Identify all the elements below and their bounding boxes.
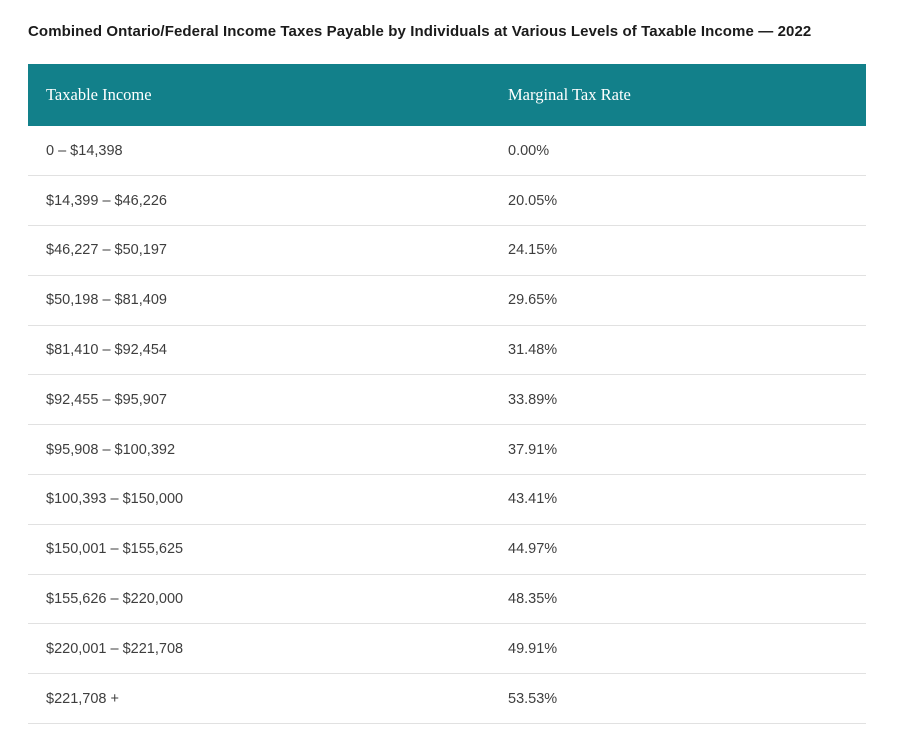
marginal-rate-cell: 37.91%: [490, 424, 866, 476]
page-title: Combined Ontario/Federal Income Taxes Pa…: [28, 23, 812, 40]
column-header-taxable-income: Taxable Income: [28, 64, 490, 126]
marginal-rate-cell: 33.89%: [490, 374, 866, 426]
income-range-cell: $221,708 +: [28, 673, 490, 725]
marginal-rate-cell: 20.05%: [490, 175, 866, 227]
marginal-rate-cell: 43.41%: [490, 474, 866, 525]
table-row: $50,198 – $81,409 29.65%: [28, 275, 866, 326]
table-row: $46,227 – $50,197 24.15%: [28, 225, 866, 276]
table-row: 0 – $14,398 0.00%: [28, 126, 866, 177]
income-range-cell: $50,198 – $81,409: [28, 275, 490, 326]
marginal-rate-cell: 49.91%: [490, 623, 866, 675]
marginal-rate-cell: 0.00%: [490, 126, 866, 177]
table-row: $220,001 – $221,708 49.91%: [28, 623, 866, 675]
table-body: 0 – $14,398 0.00% $14,399 – $46,226 20.05% $…: [28, 126, 866, 725]
income-range-cell: $100,393 – $150,000: [28, 474, 490, 525]
table-row: $221,708 +53.53%: [28, 673, 866, 725]
table-row: $155,626 – $220,000 48.35%: [28, 574, 866, 625]
income-range-cell: $81,410 – $92,454: [28, 325, 490, 376]
marginal-rate-cell: 29.65%: [490, 275, 866, 326]
marginal-rate-cell: 44.97%: [490, 524, 866, 575]
column-header-marginal-tax-rate: Marginal Tax Rate: [490, 64, 866, 126]
table-row: $92,455 – $95,907 33.89%: [28, 374, 866, 426]
marginal-rate-cell: 53.53%: [490, 673, 866, 725]
income-range-cell: $155,626 – $220,000: [28, 574, 490, 625]
income-range-cell: $14,399 – $46,226: [28, 175, 490, 227]
table-row: $95,908 – $100,392 37.91%: [28, 424, 866, 476]
table-header: Taxable Income Marginal Tax Rate: [28, 64, 866, 126]
income-range-cell: $95,908 – $100,392: [28, 424, 490, 476]
income-range-cell: $220,001 – $221,708: [28, 623, 490, 675]
table-row: $81,410 – $92,454 31.48%: [28, 325, 866, 376]
table-row: $150,001 – $155,625 44.97%: [28, 524, 866, 575]
marginal-rate-cell: 48.35%: [490, 574, 866, 625]
table-header-row: Taxable Income Marginal Tax Rate: [28, 64, 866, 126]
marginal-rate-cell: 24.15%: [490, 225, 866, 276]
income-range-cell: $92,455 – $95,907: [28, 374, 490, 426]
table-row: $14,399 – $46,226 20.05%: [28, 175, 866, 227]
table-row: $100,393 – $150,000 43.41%: [28, 474, 866, 525]
marginal-rate-cell: 31.48%: [490, 325, 866, 376]
page: Combined Ontario/Federal Income Taxes Pa…: [28, 23, 866, 725]
income-range-cell: $150,001 – $155,625: [28, 524, 490, 575]
tax-rate-table: Taxable Income Marginal Tax Rate 0 – $14…: [28, 64, 866, 725]
income-range-cell: $46,227 – $50,197: [28, 225, 490, 276]
income-range-cell: 0 – $14,398: [28, 126, 490, 177]
